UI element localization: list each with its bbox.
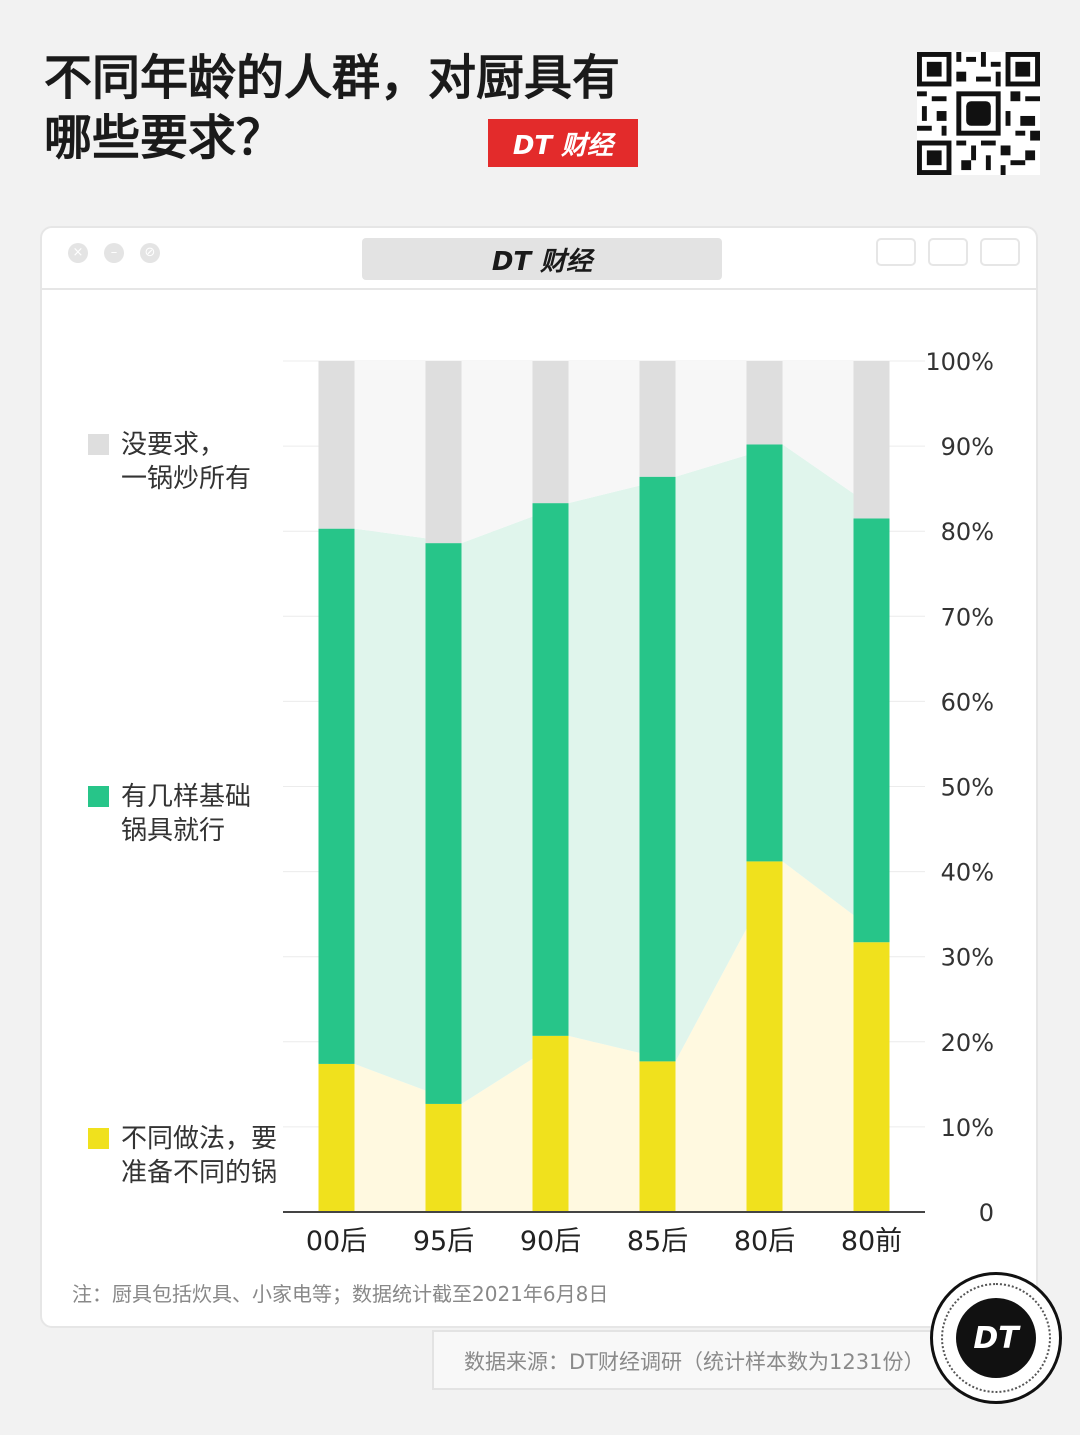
footnote: 注：厨具包括炊具、小家电等；数据统计截至2021年6月8日 <box>72 1282 609 1306</box>
x-tick-label: 85后 <box>627 1226 688 1257</box>
bar-segment <box>425 543 462 1104</box>
title-line-1: 不同年龄的人群，对厨具有 <box>44 50 621 106</box>
bar-segment <box>532 361 569 504</box>
bar-segment <box>853 942 890 1212</box>
legend-swatch-yellow <box>88 1128 109 1149</box>
y-tick-label: 30% <box>941 944 994 972</box>
title-line-2: 哪些要求？ <box>44 110 285 166</box>
y-tick-label: 20% <box>941 1029 994 1057</box>
bar-segment <box>532 1035 569 1212</box>
minimize-icon[interactable]: – <box>104 243 124 263</box>
bar-segment <box>318 528 355 1064</box>
x-tick-label: 90后 <box>520 1226 581 1257</box>
y-tick-label: 10% <box>941 1114 994 1142</box>
bar-segment <box>532 503 569 1036</box>
x-tick-label: 80后 <box>734 1226 795 1257</box>
address-bar[interactable]: DT 财经 <box>362 238 722 280</box>
dt-logo-badge: DT <box>930 1272 1062 1404</box>
record-icon[interactable] <box>876 238 916 266</box>
bar-segment <box>746 444 783 862</box>
y-tick-label: 0 <box>979 1199 994 1227</box>
bar-segment <box>746 861 783 1212</box>
legend-label: 有几样基础 锅具就行 <box>121 782 252 846</box>
bar-segment <box>425 361 462 544</box>
brand-tag: DT 财经 <box>488 119 638 167</box>
window-title-bar: × – ⊘ DT 财经 <box>42 228 1036 290</box>
bar-segment <box>853 361 890 519</box>
y-tick-label: 100% <box>925 348 994 376</box>
y-tick-label: 40% <box>941 859 994 887</box>
y-tick-label: 70% <box>941 603 994 631</box>
share-icon[interactable] <box>928 238 968 266</box>
legend-swatch-green <box>88 786 109 807</box>
x-tick-label: 00后 <box>306 1226 367 1257</box>
badge-ring: DT <box>941 1283 1051 1393</box>
bar-segment <box>639 1061 676 1212</box>
y-tick-label: 90% <box>941 433 994 461</box>
x-tick-label: 80前 <box>841 1226 902 1257</box>
bar-segment <box>639 476 676 1062</box>
page-title: 不同年龄的人群，对厨具有 哪些要求？ <box>44 48 620 168</box>
copy-icon[interactable] <box>980 238 1020 266</box>
no-entry-icon[interactable]: ⊘ <box>140 243 160 263</box>
bar-segment <box>425 1103 462 1212</box>
legend-item-no-requirement: 没要求， 一锅炒所有 <box>88 428 251 496</box>
bar-segment <box>318 1063 355 1212</box>
legend-swatch-gray <box>88 434 109 455</box>
y-tick-label: 50% <box>941 774 994 802</box>
bar-segment <box>318 361 355 529</box>
badge-label: DT <box>956 1298 1036 1378</box>
source-panel <box>432 1330 972 1390</box>
legend-label: 不同做法，要 准备不同的锅 <box>121 1124 278 1188</box>
x-tick-label: 95后 <box>413 1226 474 1257</box>
bar-segment <box>639 361 676 477</box>
bar-segment <box>746 361 783 445</box>
legend-item-different-pots: 不同做法，要 准备不同的锅 <box>88 1122 277 1190</box>
y-tick-label: 60% <box>941 688 994 716</box>
data-source: 数据来源：DT财经调研（统计样本数为1231份） <box>464 1350 925 1374</box>
close-icon[interactable]: × <box>68 243 88 263</box>
legend-item-basic-cookware: 有几样基础 锅具就行 <box>88 780 251 848</box>
bar-segment <box>853 518 890 943</box>
legend-label: 没要求， 一锅炒所有 <box>121 430 252 494</box>
qr-code-icon <box>917 52 1040 175</box>
y-tick-label: 80% <box>941 518 994 546</box>
